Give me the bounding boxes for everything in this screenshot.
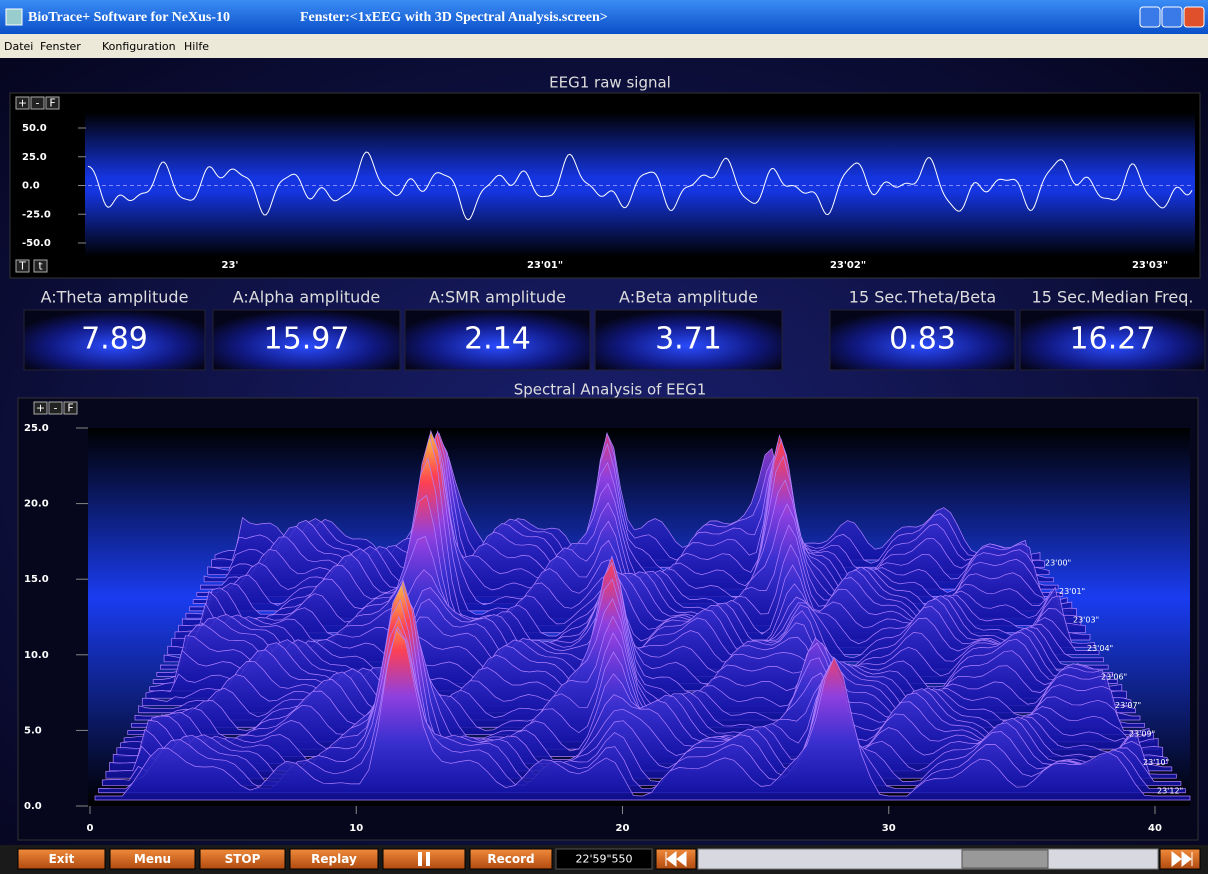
x-tick-label: 30 bbox=[882, 823, 896, 834]
panel-button-label[interactable]: T bbox=[18, 260, 26, 273]
y-tick-label: 10.0 bbox=[24, 650, 49, 661]
metric-label: 15 Sec.Median Freq. bbox=[1032, 288, 1194, 307]
toolbar-button-label[interactable]: Replay bbox=[311, 852, 357, 866]
time-label: 23'12" bbox=[1157, 787, 1183, 796]
metric-label: A:Alpha amplitude bbox=[233, 288, 380, 307]
raw-glow bbox=[85, 112, 1195, 257]
metric-value: 3.71 bbox=[655, 322, 722, 357]
time-label: 23'02" bbox=[830, 260, 866, 271]
menu-item[interactable]: Datei bbox=[4, 40, 33, 53]
window-control[interactable] bbox=[1140, 7, 1160, 27]
pause-bar bbox=[418, 852, 422, 866]
metric-label: A:Theta amplitude bbox=[41, 288, 189, 307]
menu-item[interactable]: Konfiguration bbox=[102, 40, 176, 53]
panel-title: Spectral Analysis of EEG1 bbox=[514, 381, 707, 399]
time-label: 23'00" bbox=[1045, 559, 1071, 568]
time-label: 23'09" bbox=[1129, 730, 1155, 739]
pause-button[interactable] bbox=[383, 849, 465, 869]
metric-label: 15 Sec.Theta/Beta bbox=[849, 288, 996, 307]
pause-bar bbox=[426, 852, 430, 866]
window-control[interactable] bbox=[1162, 7, 1182, 27]
x-tick-label: 20 bbox=[616, 823, 630, 834]
panel-button-label[interactable]: + bbox=[18, 97, 27, 110]
y-tick-label: 15.0 bbox=[24, 574, 49, 585]
toolbar-button-label[interactable]: Record bbox=[487, 852, 534, 866]
toolbar-button-label[interactable]: Menu bbox=[134, 852, 171, 866]
y-tick-label: 0.0 bbox=[24, 801, 42, 812]
toolbar-button-label[interactable]: Exit bbox=[49, 852, 75, 866]
metric-value: 16.27 bbox=[1070, 322, 1156, 357]
app-icon bbox=[6, 9, 22, 25]
metric-value: 15.97 bbox=[264, 322, 350, 357]
time-label: 23'06" bbox=[1101, 673, 1127, 682]
panel-title: EEG1 raw signal bbox=[549, 74, 671, 92]
y-tick-label: 25.0 bbox=[22, 152, 47, 163]
y-tick-label: 0.0 bbox=[22, 181, 40, 192]
x-tick-label: 10 bbox=[349, 823, 363, 834]
metric-label: A:SMR amplitude bbox=[429, 288, 566, 307]
app-window: BioTrace+ Software for NeXus-10 Fenster:<… bbox=[0, 0, 1208, 874]
x-tick-label: 40 bbox=[1148, 823, 1162, 834]
time-label: 23'10" bbox=[1143, 758, 1169, 767]
slider-thumb[interactable] bbox=[962, 850, 1048, 868]
time-label: 23'04" bbox=[1087, 644, 1113, 653]
slider-track[interactable] bbox=[698, 849, 1158, 869]
panel-button-label[interactable]: - bbox=[54, 402, 58, 415]
window-control[interactable] bbox=[1184, 7, 1204, 27]
panel-button-label[interactable]: + bbox=[36, 402, 45, 415]
panel-button-label[interactable]: t bbox=[38, 260, 43, 273]
panel-button-label[interactable]: - bbox=[36, 97, 40, 110]
panel-button-label[interactable]: F bbox=[67, 402, 73, 415]
metric-value: 0.83 bbox=[889, 322, 956, 357]
toolbar-button-label[interactable]: STOP bbox=[225, 852, 261, 866]
x-tick-label: 0 bbox=[87, 823, 94, 834]
metric-value: 2.14 bbox=[464, 322, 531, 357]
time-label: 23'01" bbox=[1059, 587, 1085, 596]
y-tick-label: -25.0 bbox=[22, 209, 51, 220]
metric-label: A:Beta amplitude bbox=[619, 288, 758, 307]
y-tick-label: 25.0 bbox=[24, 423, 49, 434]
y-tick-label: -50.0 bbox=[22, 238, 51, 249]
time-label: 23'01" bbox=[527, 260, 563, 271]
menu-item[interactable]: Hilfe bbox=[184, 40, 209, 53]
metric-value: 7.89 bbox=[81, 322, 148, 357]
time-label: 23'03" bbox=[1073, 616, 1099, 625]
window-screen: Fenster:<1xEEG with 3D Spectral Analysis… bbox=[300, 10, 608, 25]
time-label: 23'07" bbox=[1115, 701, 1141, 710]
time-label: 23' bbox=[222, 260, 239, 271]
menu-bar bbox=[0, 34, 1208, 58]
window-title: BioTrace+ Software for NeXus-10 bbox=[28, 10, 230, 25]
menu-item[interactable]: Fenster bbox=[40, 40, 81, 53]
y-tick-label: 20.0 bbox=[24, 499, 49, 510]
y-tick-label: 5.0 bbox=[24, 725, 42, 736]
y-tick-label: 50.0 bbox=[22, 123, 47, 134]
panel-button-label[interactable]: F bbox=[49, 97, 55, 110]
time-display: 22'59"550 bbox=[575, 853, 632, 866]
time-label: 23'03" bbox=[1132, 260, 1168, 271]
